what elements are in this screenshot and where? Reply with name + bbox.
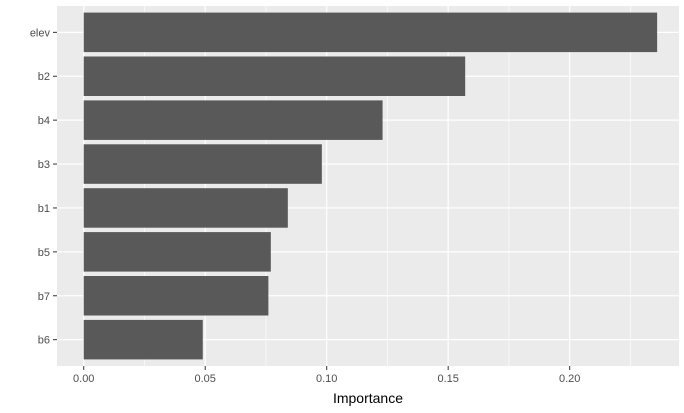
y-tick-label: b3 <box>38 159 50 171</box>
x-axis-title: Importance <box>333 390 403 406</box>
x-tick-label: 0.10 <box>316 373 337 385</box>
bar-b6 <box>83 319 203 360</box>
y-tick-label: b7 <box>38 291 50 303</box>
x-tick-label: 0.20 <box>559 373 580 385</box>
bar-b2 <box>83 56 466 96</box>
x-tick-label: 0.00 <box>73 373 94 385</box>
bar-b5 <box>83 232 271 272</box>
bar-b7 <box>83 276 269 316</box>
x-axis: 0.00 0.05 0.10 0.15 0.20 <box>73 366 580 385</box>
y-axis: elev b2 b4 b3 b1 b5 b7 b6 <box>30 27 57 347</box>
bar-elev <box>83 12 658 53</box>
y-tick-label: b1 <box>38 203 50 215</box>
y-tick-label: b6 <box>38 335 50 347</box>
bars <box>83 12 658 360</box>
bar-b4 <box>83 100 383 140</box>
y-tick-label: elev <box>30 27 51 39</box>
bar-b3 <box>83 144 322 184</box>
bar-b1 <box>83 188 288 228</box>
x-tick-label: 0.05 <box>195 373 216 385</box>
y-tick-label: b4 <box>38 115 50 127</box>
x-tick-label: 0.15 <box>437 373 458 385</box>
y-tick-label: b2 <box>38 71 50 83</box>
y-tick-label: b5 <box>38 247 50 259</box>
